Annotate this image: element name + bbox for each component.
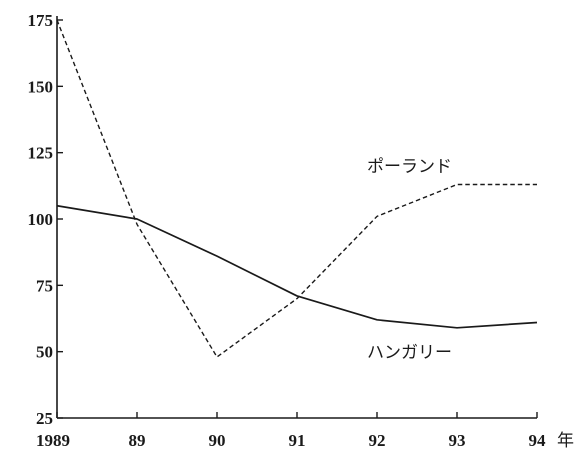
y-axis-ticks: 25 50 75 100 125 150 175 (28, 11, 63, 428)
series-layer (56, 19, 538, 358)
x-tick-label: 92 (369, 431, 386, 450)
x-tick-label: 94 (529, 431, 547, 450)
x-axis-unit-label: 年 (557, 431, 574, 451)
series-line-poland (56, 19, 537, 358)
series-label: ハンガリー (367, 343, 452, 363)
x-tick-label: 91 (289, 431, 306, 450)
series-line-hungary (56, 204, 538, 329)
x-axis-ticks: 1989 89 90 91 92 93 94 年 (36, 412, 574, 451)
y-tick-label: 100 (28, 210, 54, 229)
y-tick-label: 150 (28, 77, 54, 96)
x-tick-label: 93 (449, 431, 466, 450)
x-tick-label: 89 (129, 431, 146, 450)
series-label: ポーランド (367, 157, 452, 177)
x-tick-label: 90 (209, 431, 226, 450)
y-tick-label: 75 (36, 276, 53, 295)
x-tick-label: 1989 (36, 431, 70, 450)
y-tick-label: 25 (36, 409, 53, 428)
y-tick-label: 50 (36, 343, 53, 362)
y-tick-label: 125 (28, 144, 54, 163)
y-tick-label: 175 (28, 11, 54, 30)
